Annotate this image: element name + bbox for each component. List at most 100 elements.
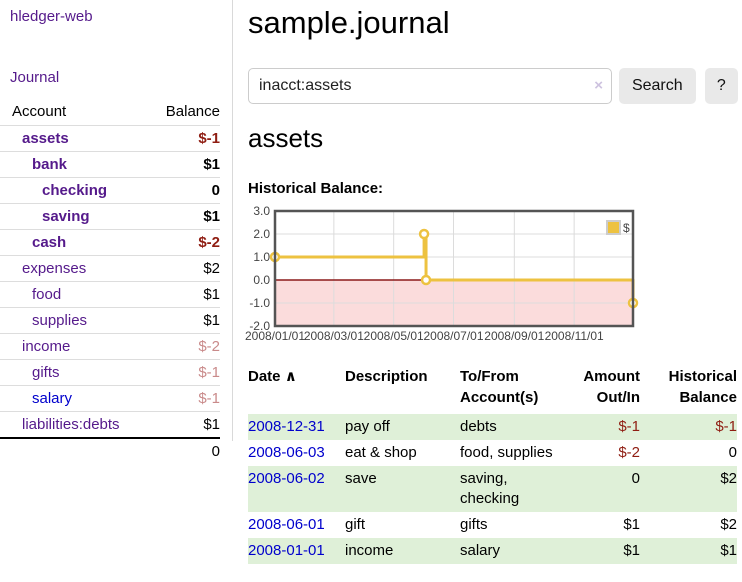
transaction-description: pay off xyxy=(345,418,390,435)
help-button[interactable]: ? xyxy=(704,68,738,104)
search-box: × xyxy=(248,68,612,104)
chart-title: Historical Balance: xyxy=(248,180,384,197)
account-link-gifts[interactable]: gifts xyxy=(32,364,60,381)
transaction-date-link[interactable]: 2008-12-31 xyxy=(248,418,325,435)
register-table: Date ∧ Description To/From Account(s) Am… xyxy=(248,364,737,564)
account-balance: $1 xyxy=(203,416,220,433)
account-balance: $-1 xyxy=(198,130,220,147)
search-input[interactable] xyxy=(248,68,612,104)
account-row: food $1 xyxy=(0,281,220,308)
page-title: sample.journal xyxy=(248,5,450,40)
brand-link[interactable]: hledger-web xyxy=(10,8,93,25)
svg-text:2008/01/01: 2008/01/01 xyxy=(245,329,305,343)
transaction-date-link[interactable]: 2008-06-01 xyxy=(248,516,325,533)
account-balance: $-2 xyxy=(198,234,220,251)
accounts-total-balance: 0 xyxy=(211,443,220,460)
transaction-description: save xyxy=(345,470,377,487)
account-row: gifts $-1 xyxy=(0,359,220,386)
transaction-amount: $1 xyxy=(623,542,640,559)
account-row: assets $-1 xyxy=(0,125,220,152)
transaction-accounts: salary xyxy=(460,542,501,559)
register-header-date[interactable]: Date ∧ xyxy=(248,368,297,385)
account-balance: $1 xyxy=(203,156,220,173)
account-link-assets[interactable]: assets xyxy=(22,130,69,147)
account-row: salary $-1 xyxy=(0,385,220,412)
account-link-liabilities-debts[interactable]: liabilities:debts xyxy=(22,416,120,433)
transaction-amount: $-1 xyxy=(618,418,640,435)
account-link-food[interactable]: food xyxy=(32,286,62,303)
register-header-amount: Amount Out/In xyxy=(583,368,640,406)
svg-text:2008/03/01: 2008/03/01 xyxy=(304,329,364,343)
account-link-salary[interactable]: salary xyxy=(32,390,73,407)
historical-balance-chart[interactable]: 3.0 2.0 1.0 0.0 -1.0 -2.02008/01/012008/03/01… xyxy=(244,206,644,346)
chart-legend: $ xyxy=(606,220,630,235)
register-header-accounts: To/From Account(s) xyxy=(460,368,539,406)
account-row: cash $-2 xyxy=(0,229,220,256)
svg-text:2008/11/01: 2008/11/01 xyxy=(545,329,604,343)
account-row: bank $1 xyxy=(0,151,220,178)
account-link-cash[interactable]: cash xyxy=(32,234,67,251)
account-balance: $-2 xyxy=(198,338,220,355)
transaction-amount: $1 xyxy=(623,516,640,533)
svg-text:2.0: 2.0 xyxy=(253,227,270,241)
register-row: 2008-12-31 pay off debts $-1 $-1 xyxy=(248,414,737,440)
register-row: 2008-06-02 save saving, checking 0 $2 xyxy=(248,466,737,512)
transaction-description: income xyxy=(345,542,394,559)
search-button[interactable]: Search xyxy=(619,68,696,104)
svg-text:2008/07/01: 2008/07/01 xyxy=(423,329,483,343)
transaction-date-link[interactable]: 2008-06-03 xyxy=(248,444,325,461)
transaction-balance: $-1 xyxy=(715,418,737,435)
chart-border xyxy=(273,209,635,328)
transaction-accounts: debts xyxy=(460,418,497,435)
accounts-header-account: Account xyxy=(12,103,67,120)
sort-ascending-icon: ∧ xyxy=(284,368,297,385)
search-form: × Search ? xyxy=(248,68,738,104)
account-balance: $-1 xyxy=(198,364,220,381)
clear-search-icon[interactable]: × xyxy=(594,77,603,94)
register-row: 2008-01-01 income salary $1 $1 xyxy=(248,538,737,564)
account-link-saving[interactable]: saving xyxy=(42,208,90,225)
register-row: 2008-06-01 gift gifts $1 $2 xyxy=(248,512,737,538)
account-row: expenses $2 xyxy=(0,255,220,282)
accounts-table: Account Balance assets $-1 bank $1 check… xyxy=(0,100,220,464)
transaction-balance: $2 xyxy=(720,470,737,487)
svg-text:0.0: 0.0 xyxy=(253,273,270,287)
transaction-balance: $1 xyxy=(720,542,737,559)
svg-text:-1.0: -1.0 xyxy=(249,296,270,310)
legend-swatch xyxy=(606,220,621,235)
chart-plot: 3.0 2.0 1.0 0.0 -1.0 -2.02008/01/012008/03/01… xyxy=(245,206,639,343)
register-row: 2008-06-03 eat & shop food, supplies $-2… xyxy=(248,440,737,466)
transaction-amount: $-2 xyxy=(618,444,640,461)
transaction-accounts: food, supplies xyxy=(460,444,553,461)
main-content: sample.journal × Search ? assets Histori… xyxy=(245,0,738,564)
svg-text:-2.0: -2.0 xyxy=(249,319,270,333)
account-row: liabilities:debts $1 xyxy=(0,411,220,439)
account-link-expenses[interactable]: expenses xyxy=(22,260,87,277)
legend-label: $ xyxy=(623,221,630,235)
transaction-date-link[interactable]: 2008-01-01 xyxy=(248,542,325,559)
transaction-accounts: saving, checking xyxy=(460,470,520,507)
transaction-description: gift xyxy=(345,516,366,533)
account-link-income[interactable]: income xyxy=(22,338,71,355)
accounts-header-balance: Balance xyxy=(165,103,220,120)
account-link-bank[interactable]: bank xyxy=(32,156,68,173)
account-balance: 0 xyxy=(211,182,220,199)
transaction-date-link[interactable]: 2008-06-02 xyxy=(248,470,325,487)
transaction-balance: $2 xyxy=(720,516,737,533)
register-header-description: Description xyxy=(345,368,428,385)
transaction-balance: 0 xyxy=(728,444,737,461)
account-link-supplies[interactable]: supplies xyxy=(32,312,88,329)
transaction-amount: 0 xyxy=(631,470,640,487)
account-row: saving $1 xyxy=(0,203,220,230)
sidebar: hledger-web Journal Account Balance asse… xyxy=(0,0,233,460)
accounts-total-row: 0 xyxy=(0,438,220,464)
account-link-checking[interactable]: checking xyxy=(42,182,108,199)
sidebar-item-journal[interactable]: Journal xyxy=(10,69,60,86)
transaction-description: eat & shop xyxy=(345,444,417,461)
svg-text:1.0: 1.0 xyxy=(253,250,270,264)
svg-text:2008/09/01: 2008/09/01 xyxy=(484,329,544,343)
account-balance: $-1 xyxy=(198,390,220,407)
transaction-accounts: gifts xyxy=(460,516,488,533)
account-balance: $1 xyxy=(203,208,220,225)
